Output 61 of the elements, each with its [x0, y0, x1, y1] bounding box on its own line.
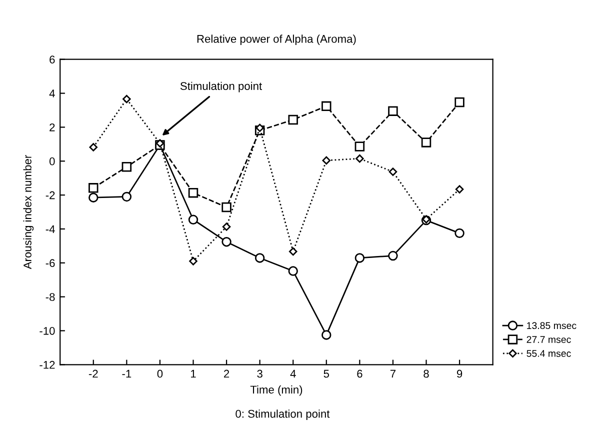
- x-tick-label: 6: [357, 370, 362, 378]
- x-tick-label: 9: [456, 370, 462, 378]
- legend-label: 55.4 msec: [526, 350, 571, 357]
- point: [122, 192, 132, 202]
- point: [88, 192, 98, 202]
- point: [256, 124, 264, 132]
- point: [354, 253, 365, 263]
- point: [122, 162, 132, 172]
- point: [156, 139, 164, 148]
- y-axis-title: Arousing index number: [23, 155, 34, 270]
- x-tick-label: 5: [324, 370, 330, 378]
- point: [288, 266, 298, 276]
- point: [222, 236, 232, 247]
- point: [189, 257, 198, 266]
- point: [288, 114, 298, 125]
- text: 0: Stimulation point: [236, 410, 330, 420]
- point: [188, 188, 198, 198]
- x-tick-label: 8: [424, 370, 429, 378]
- point: [322, 330, 332, 340]
- y-tick-label: -12: [40, 360, 55, 369]
- point: [188, 214, 198, 224]
- y-tick-label: 6: [50, 56, 55, 64]
- x-tick-label: -1: [122, 370, 132, 378]
- y-tick-label: 4: [49, 90, 55, 98]
- y-tick-label: -4: [46, 225, 55, 233]
- point: [455, 185, 464, 194]
- point: [89, 143, 98, 152]
- x-tick-label: 3: [257, 370, 262, 378]
- chart-title: Relative power of Alpha (Aroma): [197, 34, 356, 45]
- x-tick-label: 0: [157, 370, 163, 378]
- y-tick-label: -10: [40, 326, 55, 335]
- point: [88, 183, 98, 193]
- point: [322, 156, 331, 165]
- point: [322, 101, 332, 112]
- x-tick-label: 7: [390, 370, 396, 378]
- point: [222, 222, 231, 231]
- x-axis-title: Time (min): [250, 385, 302, 396]
- point: [454, 228, 464, 238]
- x-tick-label: 1: [191, 370, 196, 378]
- point: [356, 154, 364, 163]
- y-tick-label: 2: [50, 123, 55, 132]
- x-tick-label: -2: [88, 370, 98, 378]
- point: [288, 247, 298, 256]
- x-tick-label: 2: [224, 370, 230, 378]
- annotation: Stimulation point: [180, 82, 262, 92]
- point: [421, 138, 432, 148]
- point: [122, 94, 131, 104]
- point: [354, 142, 365, 152]
- legend-label: 27.7 msec: [526, 336, 571, 343]
- x-tick-label: 4: [290, 370, 296, 378]
- point: [388, 168, 398, 176]
- y-tick-label: -8: [46, 293, 55, 301]
- y-tick-label: -2: [46, 191, 55, 200]
- point: [254, 253, 265, 263]
- point: [388, 106, 398, 116]
- legend-label: 13.85 msec: [527, 322, 576, 330]
- point: [222, 202, 232, 212]
- y-tick-label: -6: [46, 259, 55, 268]
- point: [388, 250, 398, 261]
- y-tick-label: 0: [49, 157, 55, 166]
- point: [454, 97, 464, 108]
